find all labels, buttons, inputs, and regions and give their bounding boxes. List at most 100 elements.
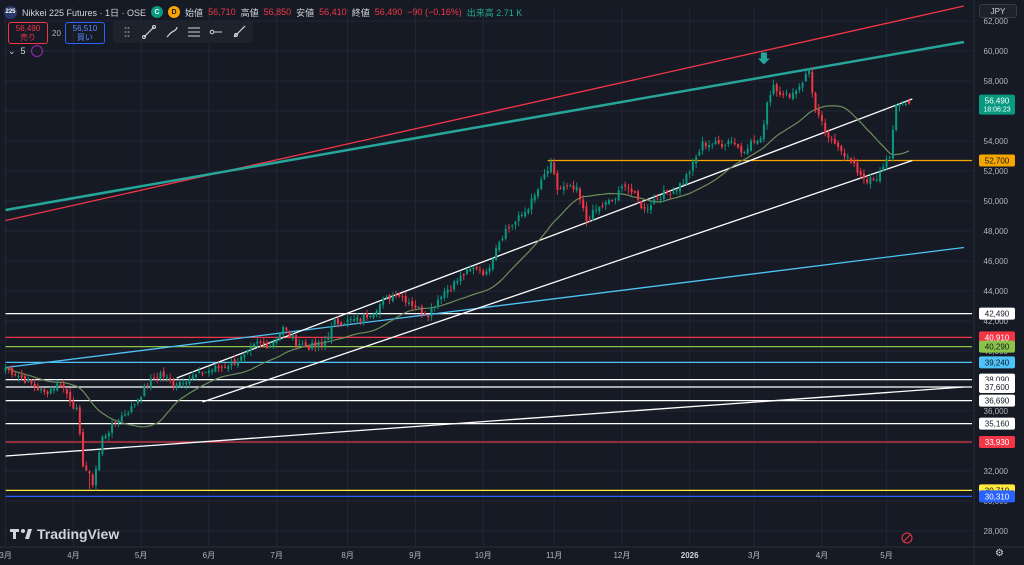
candle-body xyxy=(801,83,804,88)
candle-body xyxy=(436,299,439,307)
trendline xyxy=(5,5,965,222)
candle-body xyxy=(782,94,785,96)
candle-body xyxy=(275,338,278,344)
candle-body xyxy=(320,342,323,346)
candle-body xyxy=(424,312,427,315)
candle-body xyxy=(569,185,572,187)
candle-body xyxy=(30,379,33,384)
candle-body xyxy=(653,199,656,204)
candle-body xyxy=(220,366,223,368)
currency-selector[interactable]: JPY xyxy=(979,4,1017,18)
trendline xyxy=(5,40,965,212)
x-tick-label: 11月 xyxy=(546,551,562,560)
candle-body xyxy=(236,361,239,366)
grid xyxy=(4,6,972,546)
market-status-c[interactable]: C xyxy=(151,6,164,18)
candle-body xyxy=(691,161,694,171)
candle-body xyxy=(443,291,446,298)
chevron-down-icon[interactable]: ⌄ xyxy=(8,45,16,56)
candle-body xyxy=(185,382,188,385)
candle-body xyxy=(546,170,549,174)
candle-body xyxy=(585,206,588,221)
x-tick-label: 6月 xyxy=(203,551,215,560)
candle-body xyxy=(311,342,314,350)
sell-label: 売り xyxy=(20,33,36,42)
candle-body xyxy=(14,373,17,376)
level-price-tag xyxy=(979,340,1015,353)
symbol-badge[interactable]: 225 xyxy=(4,5,17,19)
candle-body xyxy=(295,335,298,346)
moving-average-line xyxy=(5,105,910,428)
candle-body xyxy=(779,91,782,95)
candle-body xyxy=(662,190,665,199)
candle-body xyxy=(207,370,210,374)
candle-body xyxy=(304,342,307,346)
candle-body xyxy=(543,174,546,179)
candle-body xyxy=(575,186,578,191)
horizontal-ray-tool-icon[interactable] xyxy=(208,23,224,41)
candle-body xyxy=(630,188,633,193)
open-value: 56,710 xyxy=(208,7,236,17)
candle-body xyxy=(211,370,214,372)
symbol-title[interactable]: Nikkei 225 Futures · 1日 · OSE xyxy=(22,7,147,18)
candle-body xyxy=(285,327,288,331)
candle-body xyxy=(117,420,120,423)
replay-icon[interactable] xyxy=(901,532,913,547)
candle-body xyxy=(120,415,123,422)
visibility-icon[interactable] xyxy=(30,45,43,57)
y-tick-label: 42,000 xyxy=(984,317,1009,326)
candle-body xyxy=(20,374,23,378)
current-price-label: 56,490 xyxy=(985,97,1010,106)
spread-value: 20 xyxy=(52,28,61,38)
candle-body xyxy=(795,90,798,95)
candle-body xyxy=(4,367,7,371)
candle-body xyxy=(123,414,127,416)
fib-tool-icon[interactable] xyxy=(186,23,202,41)
candle-body xyxy=(882,166,885,171)
candle-body xyxy=(349,319,352,321)
candle-body xyxy=(791,92,794,100)
candle-body xyxy=(720,143,723,148)
low-value: 56,410 xyxy=(319,7,347,17)
candle-body xyxy=(188,378,191,384)
candle-body xyxy=(895,104,898,131)
candle-body xyxy=(127,413,130,415)
indicator-count[interactable]: 5 xyxy=(20,46,26,56)
ray-tool-icon[interactable] xyxy=(231,23,247,41)
candle-body xyxy=(136,399,139,404)
market-status-d[interactable]: D xyxy=(168,6,181,18)
candle-body xyxy=(333,319,336,325)
sell-button[interactable]: 56,490 売り xyxy=(8,22,48,44)
candle-body xyxy=(514,221,517,225)
candle-body xyxy=(540,179,543,189)
candle-body xyxy=(753,140,756,143)
candle-body xyxy=(527,209,530,213)
settings-gear-icon[interactable]: ⚙ xyxy=(995,548,1004,559)
candle-body xyxy=(904,104,907,106)
candle-body xyxy=(43,389,46,392)
candle-body xyxy=(272,341,275,347)
trend-line-tool-icon[interactable] xyxy=(141,23,157,41)
candle-body xyxy=(908,100,911,104)
candle-body xyxy=(898,104,901,107)
drag-handle-icon[interactable] xyxy=(119,23,135,41)
candle-body xyxy=(243,354,246,358)
candle-body xyxy=(498,241,501,251)
candle-body xyxy=(901,103,904,105)
candle-body xyxy=(588,219,591,221)
candle-body xyxy=(624,184,627,187)
change-value: −90 (−0.16%) xyxy=(407,7,462,17)
candle-body xyxy=(94,468,97,486)
buy-button[interactable]: 56,510 買い xyxy=(64,22,105,44)
level-price-label: 37,600 xyxy=(985,383,1010,392)
x-tick-label: 4月 xyxy=(67,551,79,560)
brush-tool-icon[interactable] xyxy=(164,23,180,41)
candle-body xyxy=(59,384,62,386)
candle-body xyxy=(775,84,778,92)
candle-body xyxy=(756,141,759,144)
candle-body xyxy=(675,189,678,192)
close-label: 終値 xyxy=(351,7,370,18)
candle-body xyxy=(72,401,75,409)
